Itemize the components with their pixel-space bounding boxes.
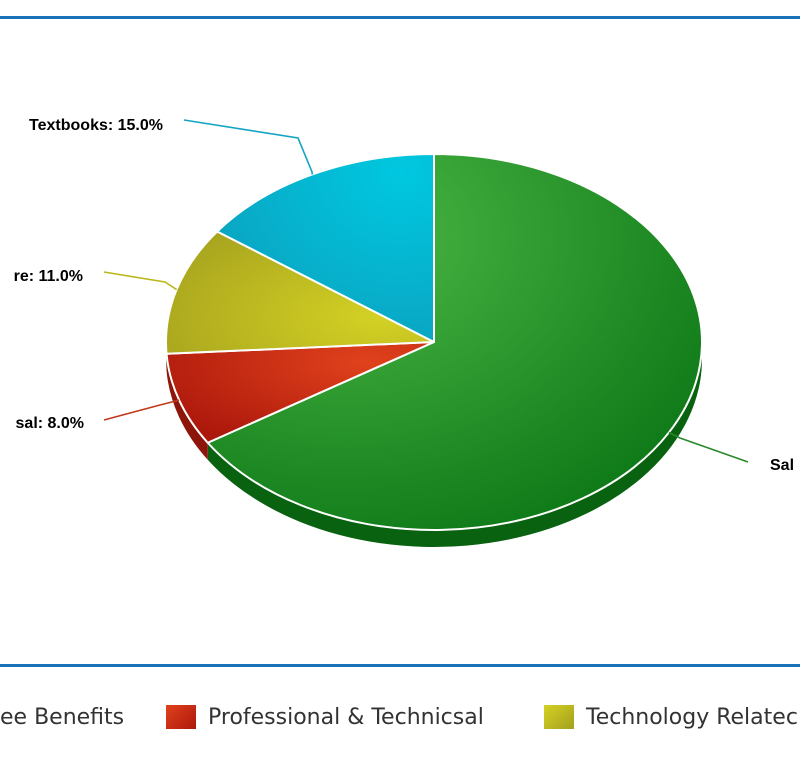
leader-line-technology (103, 271, 178, 291)
legend-item-benefits[interactable]: ee Benefits (0, 700, 124, 734)
legend-item-technology[interactable]: Technology Relatec (544, 700, 798, 734)
top-divider (0, 16, 800, 19)
legend: ee Benefits Professional & Technicsal Te… (0, 700, 800, 740)
legend-label-benefits: ee Benefits (0, 704, 125, 730)
slice-technology[interactable] (165, 230, 435, 355)
slice-label-technology: re: 11.0% (14, 268, 83, 285)
pie-chart: Sal sal: 8.0% re: 11.0% Textbooks: 15.0% (14, 117, 794, 548)
slice-label-professional: sal: 8.0% (16, 415, 84, 432)
pie-labels: Sal sal: 8.0% re: 11.0% Textbooks: 15.0% (14, 117, 794, 474)
slice-side-professional (166, 353, 208, 460)
pie-slices (165, 153, 703, 531)
slice-salaries[interactable] (206, 153, 703, 531)
legend-label-professional: Professional & Technicsal (208, 704, 484, 730)
slice-label-salaries: Sal (770, 457, 794, 474)
leader-line-textbooks (183, 119, 314, 175)
legend-divider (0, 664, 800, 667)
legend-item-professional[interactable]: Professional & Technicsal (166, 700, 484, 734)
legend-swatch-professional (166, 705, 196, 729)
legend-swatch-technology (544, 705, 574, 729)
legend-label-technology: Technology Relatec (586, 704, 798, 730)
slice-label-textbooks: Textbooks: 15.0% (29, 117, 163, 134)
slice-textbooks[interactable] (216, 153, 435, 343)
leader-line-professional (103, 399, 180, 421)
leader-line-salaries (668, 431, 749, 463)
